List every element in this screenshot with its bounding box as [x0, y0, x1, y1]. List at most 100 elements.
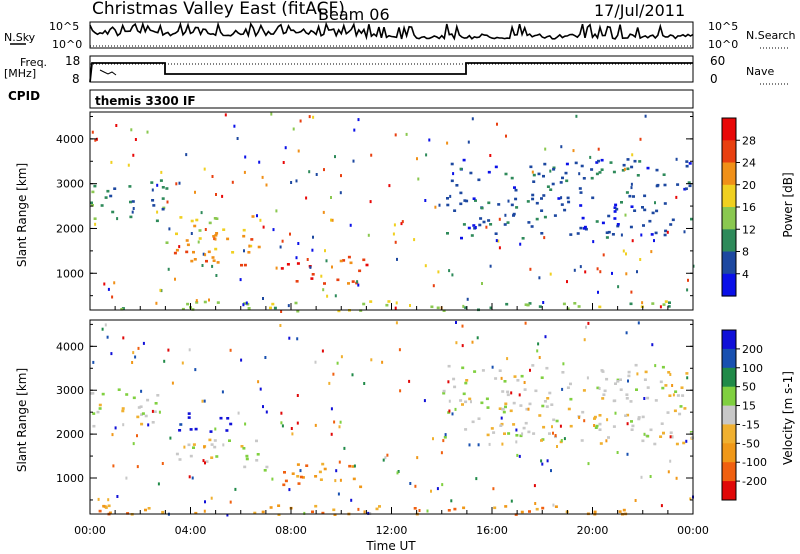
heatmap-cell: [339, 478, 342, 482]
heatmap-cell: [297, 242, 300, 245]
heatmap-cell: [578, 172, 581, 176]
heatmap-cell: [296, 309, 300, 313]
heatmap-cell: [518, 454, 521, 458]
heatmap-cell: [453, 507, 457, 511]
heatmap-cell: [314, 423, 317, 427]
heatmap-cell: [284, 146, 287, 150]
heatmap-cell: [192, 443, 196, 446]
heatmap-cell: [688, 162, 692, 165]
heatmap-cell: [593, 417, 596, 420]
heatmap-cell: [398, 348, 401, 352]
heatmap-cell: [477, 443, 480, 447]
heatmap-cell: [186, 243, 190, 247]
heatmap-cell: [190, 259, 194, 263]
heatmap-cell: [269, 506, 273, 509]
heatmap-cell: [190, 232, 193, 235]
heatmap-cell: [521, 432, 524, 436]
heatmap-cell: [243, 263, 247, 267]
heatmap-cell: [104, 196, 108, 199]
heatmap-cell: [533, 484, 536, 488]
heatmap-cell: [194, 190, 196, 194]
y-tick-label: 4000: [56, 133, 84, 146]
heatmap-cell: [503, 223, 507, 226]
heatmap-cell: [121, 307, 125, 310]
heatmap-cell: [448, 409, 451, 413]
heatmap-cell: [501, 407, 505, 411]
heatmap-cell: [290, 427, 293, 430]
heatmap-cell: [245, 301, 248, 305]
heatmap-cell: [204, 228, 207, 231]
heatmap-cell: [577, 305, 581, 308]
heatmap-cell: [523, 388, 527, 391]
heatmap-cell: [408, 379, 411, 383]
heatmap-cell: [363, 510, 366, 514]
heatmap-cell: [416, 157, 418, 161]
heatmap-cell: [321, 462, 325, 466]
heatmap-cell: [464, 400, 468, 404]
heatmap-cell: [666, 230, 669, 234]
heatmap-cell: [452, 172, 455, 176]
heatmap-cell: [305, 464, 309, 467]
heatmap-cell: [215, 193, 217, 196]
heatmap-cell: [494, 377, 498, 380]
heatmap-cell: [470, 400, 472, 404]
heatmap-cell: [387, 300, 391, 303]
heatmap-cell: [566, 280, 568, 284]
colorbar-segment: [722, 251, 736, 275]
heatmap-cell: [261, 510, 265, 514]
heatmap-cell: [598, 414, 602, 417]
time-x-axis: 00:00 04:00 08:00 12:00 16:00 20:00 00:00: [74, 303, 709, 537]
heatmap-cell: [494, 232, 498, 235]
heatmap-cell: [542, 301, 545, 304]
heatmap-cell: [476, 336, 479, 340]
colorbar-tick-label: 16: [742, 201, 756, 214]
heatmap-cell: [290, 181, 293, 184]
heatmap-cell: [675, 476, 678, 480]
heatmap-cell: [325, 259, 328, 263]
heatmap-cell: [159, 288, 162, 292]
heatmap-cell: [111, 433, 114, 437]
heatmap-cell: [559, 181, 563, 184]
colorbar-segment: [722, 462, 736, 482]
heatmap-cell: [611, 233, 615, 236]
heatmap-cell: [598, 305, 602, 309]
heatmap-cell: [485, 397, 489, 401]
heatmap-cell: [471, 420, 475, 424]
heatmap-cell: [187, 416, 191, 419]
freq-tick-top: 18: [65, 54, 80, 68]
heatmap-cell: [94, 138, 97, 142]
heatmap-cell: [92, 412, 96, 415]
colorbar-tick-label: 12: [742, 223, 756, 236]
heatmap-cell: [210, 443, 214, 446]
heatmap-cell: [205, 460, 209, 463]
heatmap-cell: [314, 504, 318, 508]
heatmap-cell: [311, 248, 314, 252]
heatmap-cell: [359, 309, 363, 312]
heatmap-cell: [280, 411, 283, 415]
heatmap-cell: [459, 167, 463, 171]
heatmap-cell: [540, 197, 543, 200]
heatmap-cell: [560, 196, 563, 200]
heatmap-cell: [664, 229, 668, 233]
heatmap-cell: [353, 128, 356, 132]
x-tick-label: 20:00: [577, 524, 609, 537]
heatmap-cell: [185, 250, 189, 254]
heatmap-cell: [336, 278, 340, 282]
heatmap-cell: [580, 439, 584, 442]
nave-tick-top: 60: [710, 54, 725, 68]
y-tick-label: 3000: [56, 384, 84, 397]
heatmap-cell: [660, 422, 664, 425]
heatmap-cell: [106, 335, 109, 339]
heatmap-cell: [240, 445, 244, 448]
heatmap-cell: [263, 469, 267, 472]
heatmap-cell: [351, 373, 354, 377]
heatmap-cell: [330, 407, 333, 411]
colorbar-segment: [722, 330, 736, 350]
heatmap-cell: [535, 217, 539, 221]
heatmap-cell: [155, 219, 159, 223]
heatmap-cell: [343, 446, 346, 450]
heatmap-cell: [566, 307, 570, 310]
heatmap-cell: [686, 376, 689, 380]
heatmap-cell: [323, 282, 326, 285]
heatmap-cell: [334, 294, 337, 298]
